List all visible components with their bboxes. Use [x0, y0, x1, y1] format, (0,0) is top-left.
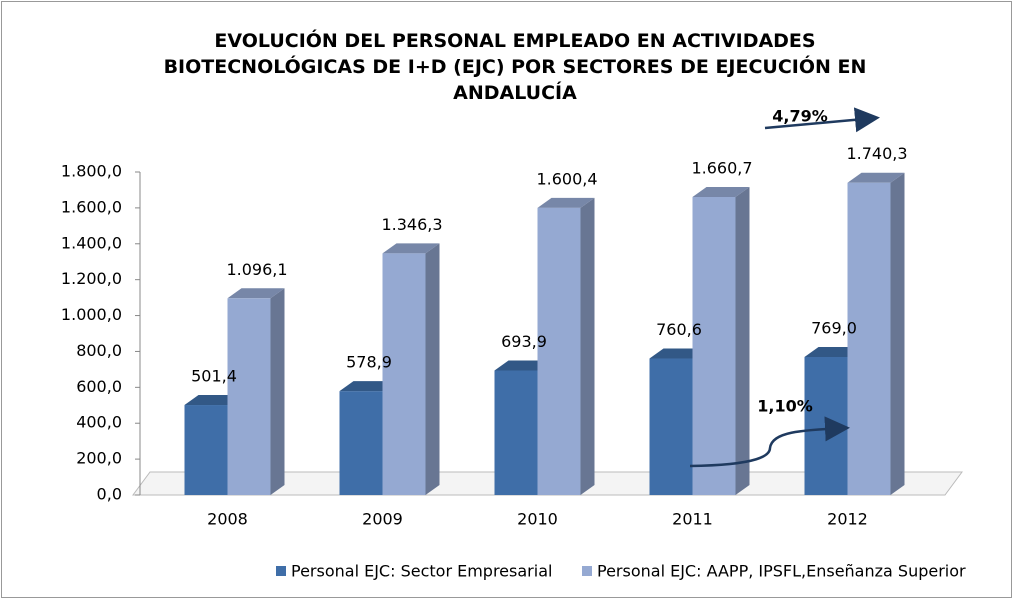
bar [494, 370, 538, 495]
value-label: 1.660,7 [691, 158, 752, 177]
y-tick-label: 1.200,0 [61, 269, 122, 288]
bar-side [890, 172, 905, 495]
legend-label: Personal EJC: Sector Empresarial [291, 562, 552, 581]
bar [227, 298, 271, 495]
legend-label: Personal EJC: AAPP, IPSFL,Enseñanza Supe… [597, 562, 966, 581]
x-tick-label: 2010 [517, 510, 558, 529]
chart-title: EVOLUCIÓN DEL PERSONAL EMPLEADO EN ACTIV… [163, 30, 867, 104]
y-tick-label: 200,0 [76, 449, 122, 468]
legend-swatch [582, 566, 592, 576]
bar-top [227, 288, 285, 299]
value-label: 578,9 [346, 353, 392, 372]
bar [804, 357, 848, 495]
value-label: 769,0 [811, 319, 857, 338]
x-tick-label: 2009 [362, 510, 403, 529]
annotation: 4,79% [772, 107, 828, 126]
y-tick-label: 400,0 [76, 413, 122, 432]
y-tick-label: 1.800,0 [61, 162, 122, 181]
value-label: 1.096,1 [226, 260, 287, 279]
value-label: 1.740,3 [846, 144, 907, 163]
x-tick-label: 2012 [827, 510, 868, 529]
arrow [689, 416, 850, 468]
bar [847, 182, 891, 495]
y-tick-label: 1.000,0 [61, 305, 122, 324]
bar-side [425, 243, 440, 495]
y-tick-label: 1.400,0 [61, 233, 122, 252]
bar-top [692, 186, 750, 197]
annotation: 1,10% [757, 397, 813, 416]
x-tick-label: 2008 [207, 510, 248, 529]
arrow [764, 107, 880, 133]
y-tick-label: 1.600,0 [61, 197, 122, 216]
value-label: 760,6 [656, 320, 702, 339]
bars [184, 172, 905, 495]
bar-top [847, 172, 905, 183]
bar [537, 207, 581, 495]
value-label: 1.600,4 [536, 169, 597, 188]
x-tick-label: 2011 [672, 510, 713, 529]
bar-top [339, 381, 397, 392]
y-tick-label: 800,0 [76, 341, 122, 360]
bar-top [184, 395, 242, 406]
bar-top [537, 197, 595, 208]
y-tick-label: 600,0 [76, 377, 122, 396]
bar [382, 253, 426, 495]
value-label: 501,4 [191, 367, 237, 386]
value-label: 693,9 [501, 332, 547, 351]
legend-swatch [276, 566, 286, 576]
bar [649, 358, 693, 495]
bar-side [580, 197, 595, 495]
value-label: 1.346,3 [381, 215, 442, 234]
bar-top [494, 360, 552, 371]
bar [692, 196, 736, 495]
bar-top [382, 243, 440, 254]
y-tick-label: 0,0 [97, 485, 122, 504]
bar-top [649, 348, 707, 359]
bar-side [735, 186, 750, 495]
bar-side [270, 288, 285, 495]
bar [184, 405, 228, 495]
bar-top [804, 347, 862, 358]
bar [339, 391, 383, 495]
